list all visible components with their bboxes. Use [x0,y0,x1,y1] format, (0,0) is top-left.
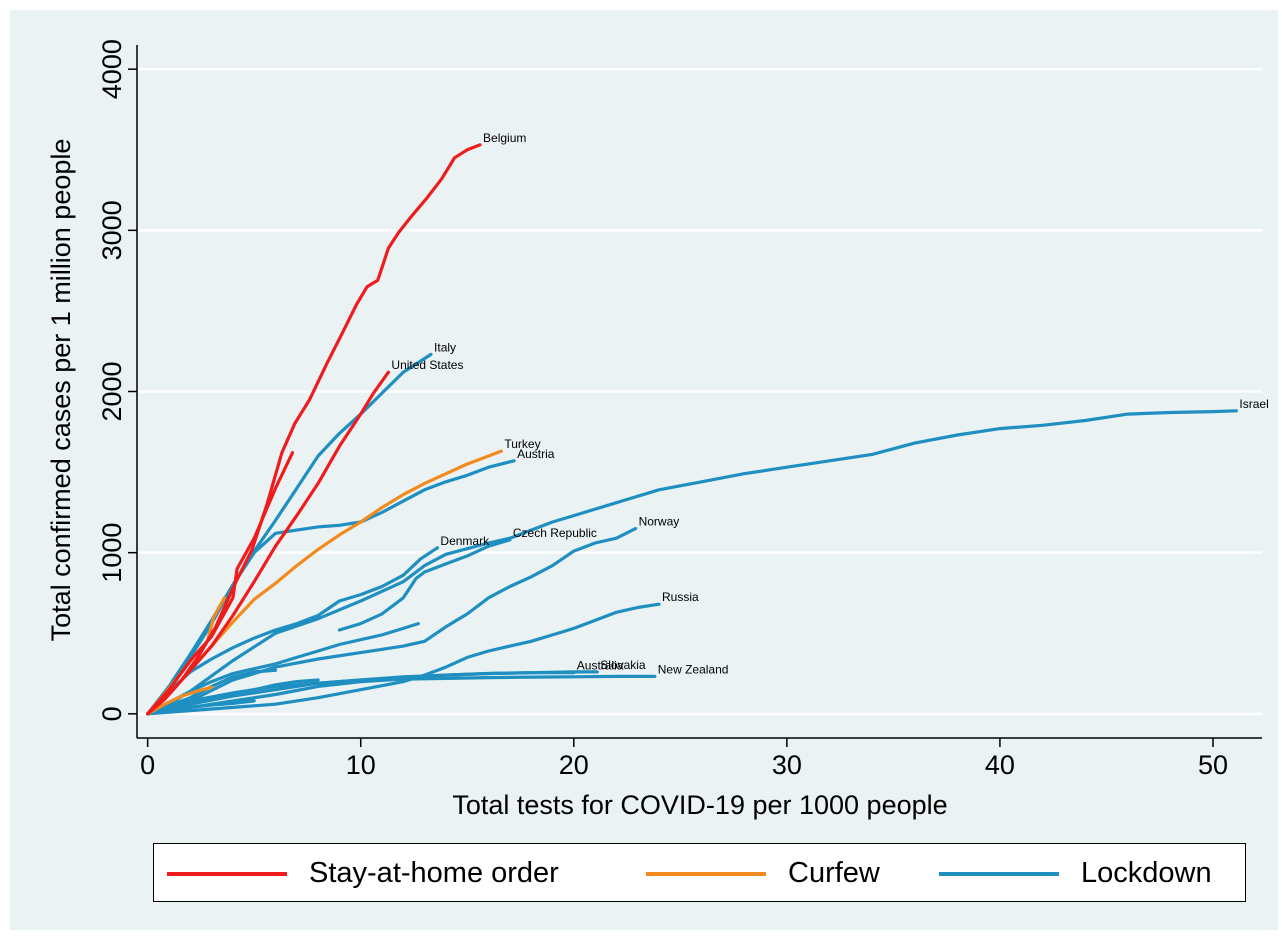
x-tick-label-4: 40 [985,750,1015,780]
series-labels: Italy Austria Israel Norway Denmark Czech Rep… [391,131,1268,677]
y-ticks: 0 1000 2000 3000 4000 [97,39,137,721]
series-label-7: Austria [517,447,555,461]
series-line-19 [146,699,256,716]
series-label-1: United States [391,358,463,372]
legend: Stay-at-home order Curfew Lockdown [153,843,1246,902]
series-label-8: Israel [1239,397,1268,411]
legend-swatch-curfew [646,871,766,876]
series-label-10: Denmark [440,534,490,548]
y-axis-label: Total confirmed cases per 1 million peop… [46,139,76,642]
series-label-14: Slovakia [600,658,646,672]
x-tick-label-5: 50 [1198,750,1228,780]
legend-item-stay: Stay-at-home order [167,844,559,903]
series-lines [146,143,1238,716]
series-line-5 [146,685,214,716]
series-label-9: Norway [639,514,680,528]
legend-item-lockdown: Lockdown [939,844,1212,903]
y-tick-label-0: 0 [97,706,127,721]
legend-swatch-lockdown [939,871,1059,876]
x-ticks: 0 10 20 30 40 50 [140,738,1228,780]
x-tick-label-3: 30 [772,750,802,780]
series-line-16 [146,674,657,716]
series-label-6: Italy [434,340,456,354]
series-line-7 [146,459,516,716]
legend-label-lockdown: Lockdown [1081,857,1212,889]
series-line-12 [146,622,420,716]
series-line-18 [146,678,320,716]
x-tick-label-0: 0 [140,750,155,780]
y-tick-label-1: 1000 [97,523,127,583]
series-line-13 [146,602,661,716]
series-label-16: New Zealand [658,662,729,676]
series-line-2 [146,451,295,716]
series-label-11: Czech Republic [513,526,597,540]
legend-item-curfew: Curfew [646,844,880,903]
series-line-1 [146,370,390,716]
y-tick-label-3: 3000 [97,200,127,260]
legend-label-stay: Stay-at-home order [309,857,559,889]
series-line-8 [146,409,1238,716]
series-label-3: Turkey [504,437,540,451]
legend-swatch-stay [167,871,287,876]
y-tick-label-4: 4000 [97,39,127,99]
series-label-13: Russia [662,590,699,604]
series-line-6 [146,352,433,716]
legend-label-curfew: Curfew [788,857,880,889]
gridlines [137,67,1262,716]
series-line-11 [337,538,512,632]
series-label-0: Belgium [483,131,526,145]
series-label-15: Australia [577,659,624,673]
series-line-10 [146,546,439,716]
x-tick-label-1: 10 [346,750,376,780]
x-axis-label: Total tests for COVID-19 per 1000 people [452,790,947,820]
y-tick-label-2: 2000 [97,361,127,421]
x-tick-label-2: 20 [559,750,589,780]
